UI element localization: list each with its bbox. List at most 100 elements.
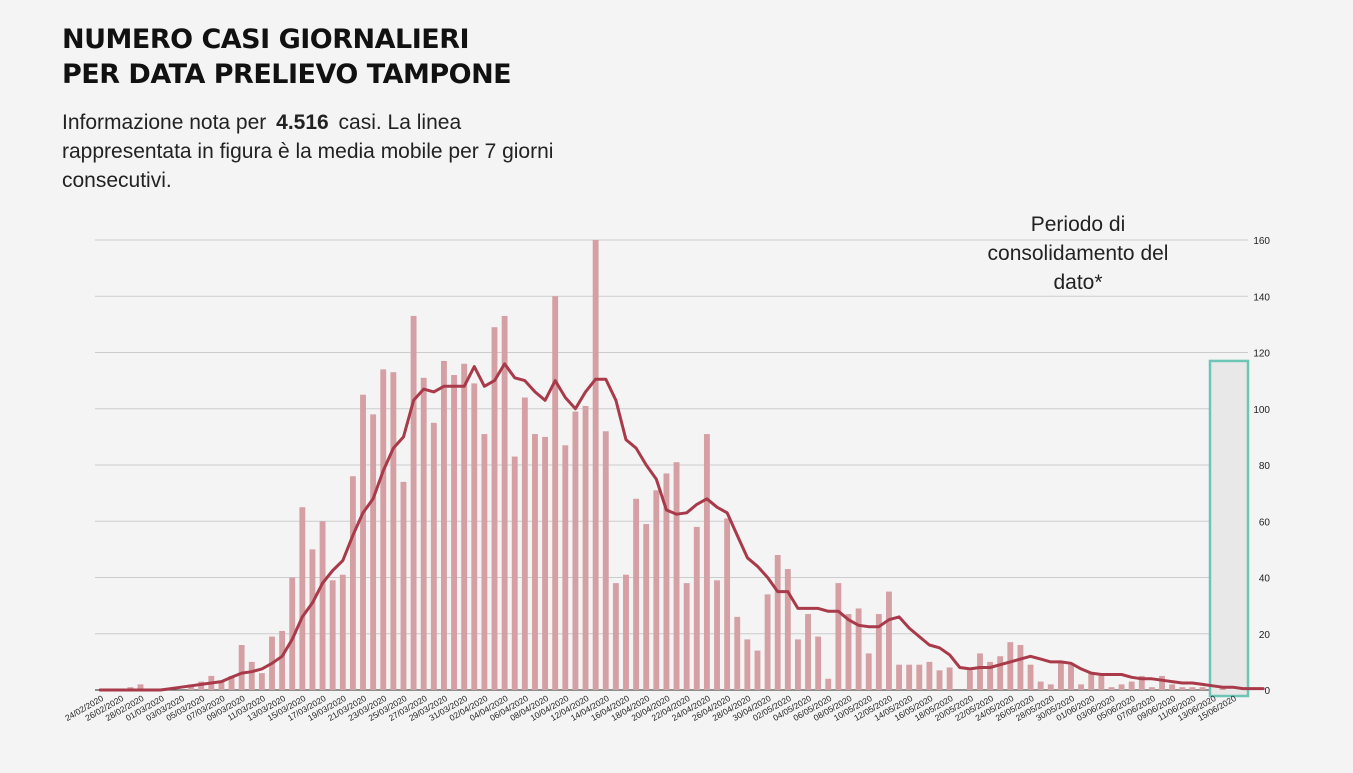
daily-case-bar (390, 372, 397, 690)
daily-case-bar (279, 630, 286, 690)
daily-case-bar (815, 636, 822, 690)
daily-case-bar (1128, 681, 1135, 690)
daily-case-bar (592, 240, 599, 690)
daily-case-bar (420, 377, 427, 690)
daily-case-bar (653, 490, 660, 690)
daily-case-bar (865, 653, 872, 690)
case-count: 4.516 (276, 111, 329, 134)
daily-case-bar (602, 431, 609, 690)
daily-case-bar (683, 583, 690, 690)
y-tick-label: 40 (1259, 574, 1271, 585)
daily-case-bar (370, 414, 377, 690)
daily-case-bar (744, 639, 751, 690)
daily-case-bar (997, 656, 1004, 690)
daily-case-bars (127, 240, 1226, 690)
daily-case-bar (1017, 645, 1024, 690)
chart-title-line-2: PER DATA PRELIEVO TAMPONE (62, 59, 512, 90)
daily-case-bar (319, 521, 326, 690)
daily-case-bar (552, 296, 559, 690)
y-tick-label: 100 (1253, 405, 1270, 416)
y-tick-label: 140 (1253, 292, 1270, 303)
daily-case-bar (329, 580, 336, 690)
chart-title-line-1: NUMERO CASI GIORNALIERI (62, 24, 470, 55)
daily-case-bar (380, 369, 387, 690)
daily-case-bar (1138, 675, 1145, 690)
daily-case-bar (936, 670, 943, 690)
daily-case-bar (835, 583, 842, 690)
daily-case-bar (339, 574, 346, 690)
daily-case-bar (966, 670, 973, 690)
daily-case-bar (481, 434, 488, 690)
daily-case-bar (633, 498, 640, 690)
daily-case-bar (764, 594, 771, 690)
daily-case-bar (491, 327, 498, 690)
daily-case-bar (896, 664, 902, 690)
daily-case-bar (1088, 673, 1095, 690)
y-tick-label: 20 (1259, 630, 1271, 641)
daily-case-bar (289, 577, 296, 690)
moving-average-line (98, 362, 1265, 692)
daily-case-bar (734, 616, 741, 690)
daily-case-bar (875, 614, 882, 690)
daily-case-bar (1179, 687, 1186, 690)
daily-case-bar (228, 675, 235, 690)
daily-case-bar (258, 673, 265, 690)
daily-case-bar (461, 363, 468, 690)
daily-case-bar (1057, 661, 1064, 690)
daily-case-bar (1027, 664, 1034, 690)
daily-case-bar (572, 411, 579, 690)
daily-case-bar (511, 456, 518, 690)
daily-case-bar (1118, 684, 1125, 690)
daily-case-bar (1078, 684, 1085, 690)
daily-case-bar (754, 650, 761, 690)
daily-case-bar (441, 360, 447, 690)
daily-case-bar (349, 476, 356, 690)
subtitle-suffix: casi. La linea rappresentata in figura è… (62, 111, 554, 192)
daily-case-bar (521, 397, 528, 690)
consolidation-period-box (1208, 359, 1250, 698)
daily-case-bar (532, 434, 538, 690)
daily-case-bar (1007, 642, 1014, 690)
daily-case-bar (784, 569, 791, 690)
daily-case-bar (987, 661, 994, 690)
daily-case-bar (794, 639, 801, 690)
daily-case-bar (501, 315, 508, 690)
daily-case-bar (1159, 675, 1165, 690)
daily-case-bar (1047, 684, 1054, 690)
daily-case-bar (612, 583, 619, 690)
y-axis-ticks: 0 20 40 60 80 100 120 140 160 (1253, 236, 1270, 697)
daily-case-bar (309, 549, 316, 690)
daily-case-bar (400, 481, 407, 690)
daily-case-bar (360, 394, 366, 690)
daily-case-bar (1098, 675, 1105, 690)
daily-case-bar (825, 678, 832, 690)
moving-average-line-group (98, 362, 1265, 692)
daily-case-bar (946, 667, 953, 690)
daily-case-bar (886, 591, 892, 690)
daily-case-bar (1189, 687, 1196, 690)
daily-case-bar (774, 555, 781, 690)
daily-case-bar (137, 684, 144, 690)
daily-case-bar (703, 434, 710, 690)
daily-case-bar (693, 526, 700, 690)
daily-case-bar (855, 608, 862, 690)
daily-case-bar (410, 315, 417, 690)
y-tick-label: 60 (1259, 517, 1271, 528)
daily-case-bar (542, 436, 549, 690)
chart-title: NUMERO CASI GIORNALIERI PER DATA PRELIEV… (62, 22, 682, 92)
daily-case-bar (623, 574, 629, 690)
daily-case-bar (906, 664, 913, 690)
consolidation-annotation: Periodo di consolidamento del dato* (987, 213, 1169, 294)
daily-case-bar (926, 661, 933, 690)
consolidation-rect (1208, 359, 1250, 698)
subtitle-prefix: Informazione nota per (62, 111, 267, 134)
daily-case-bar (805, 614, 811, 690)
y-tick-label: 0 (1264, 686, 1270, 697)
daily-case-bar (430, 422, 437, 690)
daily-case-bar (916, 664, 923, 690)
daily-case-bar (643, 524, 650, 690)
daily-case-bar (714, 580, 720, 690)
y-tick-label: 120 (1253, 349, 1270, 360)
daily-case-bar (1148, 687, 1155, 690)
